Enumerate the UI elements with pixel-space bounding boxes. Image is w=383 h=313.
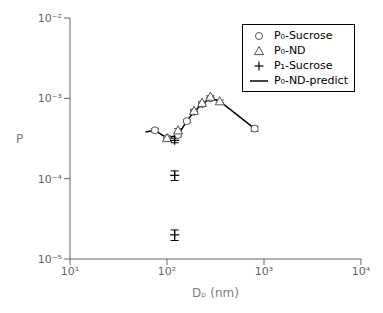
svg-text:10⁻⁴: 10⁻⁴ <box>38 173 63 186</box>
svg-text:10⁻⁵: 10⁻⁵ <box>38 253 62 266</box>
svg-text:10⁴: 10⁴ <box>352 265 371 278</box>
html-text:P₀-ND-predict: P₀-ND-predict <box>273 74 348 87</box>
svg-text:10⁻³: 10⁻³ <box>38 92 62 105</box>
html-text:P₀-Sucrose: P₀-Sucrose <box>273 29 333 42</box>
svg-text:Dₚ (nm): Dₚ (nm) <box>192 286 239 300</box>
html-text:P₀-ND: P₀-ND <box>273 44 306 57</box>
html-text:P₁-Sucrose: P₁-Sucrose <box>273 59 333 72</box>
svg-text:10⁻²: 10⁻² <box>38 12 62 25</box>
svg-text:P: P <box>16 132 23 146</box>
svg-text:10¹: 10¹ <box>61 265 79 278</box>
svg-text:10³: 10³ <box>255 265 273 278</box>
svg-text:10²: 10² <box>158 265 176 278</box>
